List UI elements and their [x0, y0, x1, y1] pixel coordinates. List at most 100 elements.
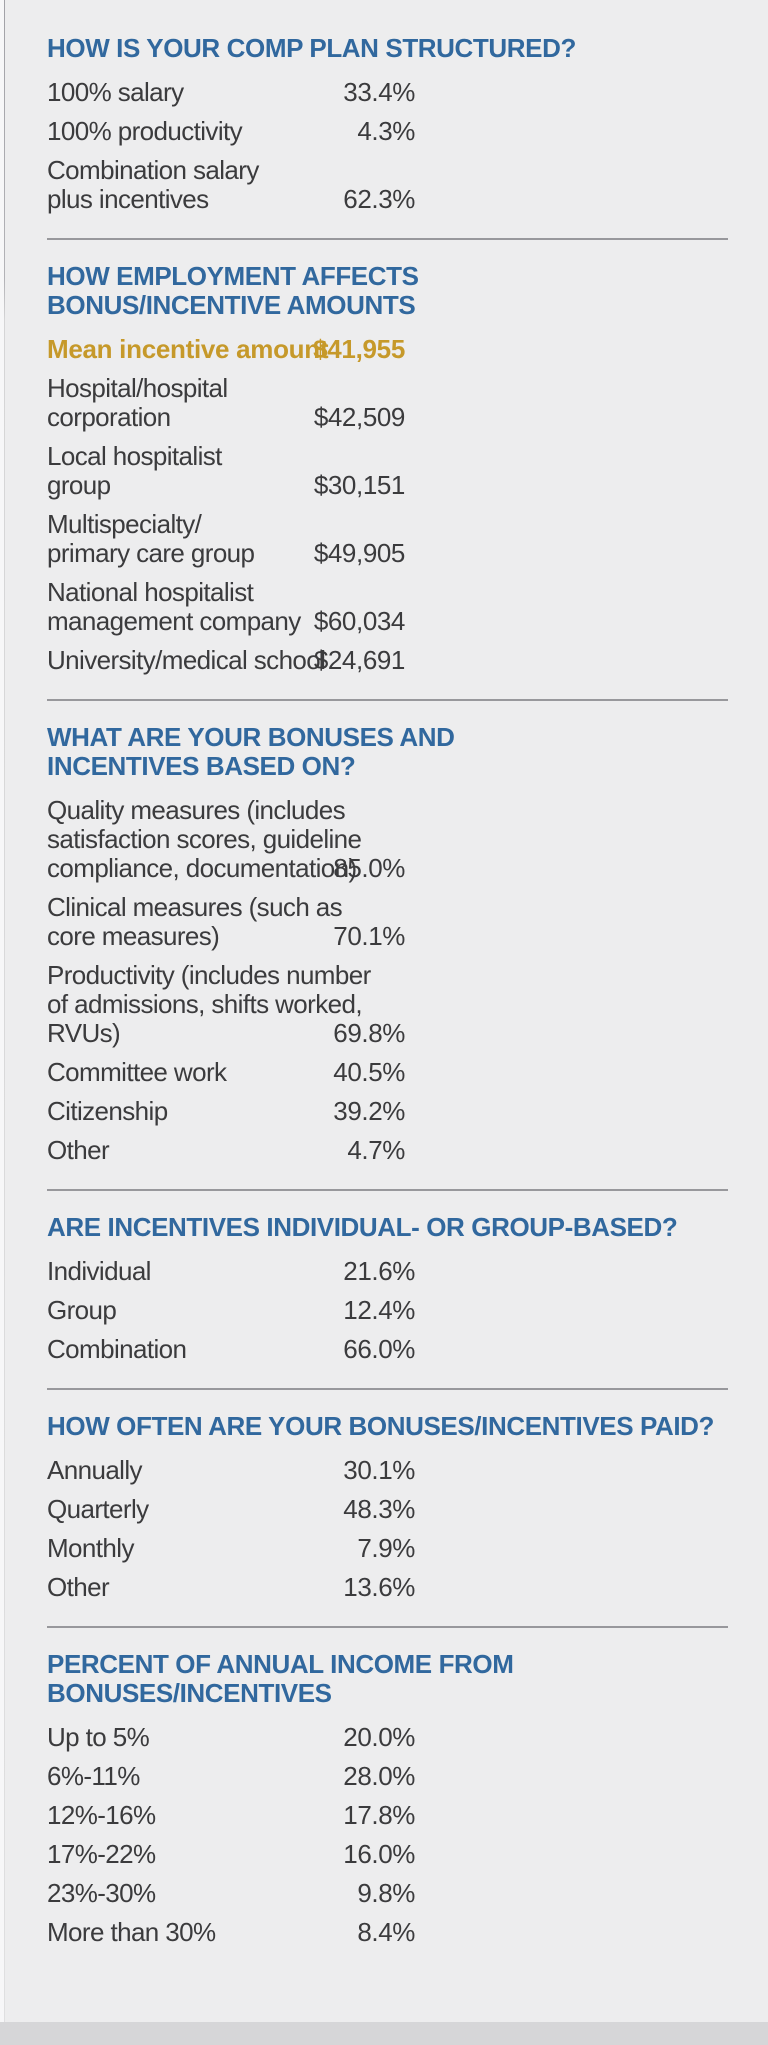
section-table: 100% salary 33.4% 100% productivity 4.3% Com…: [47, 78, 415, 214]
section-heading: ARE INCENTIVES INDIVIDUAL- OR GROUP-BASE…: [47, 1212, 678, 1242]
row-label: Up to 5%: [47, 1722, 150, 1752]
table-row: Individual 21.6%: [47, 1257, 415, 1286]
survey-results-panel: HOW IS YOUR COMP PLAN STRUCTURED? 100% sa…: [47, 0, 728, 1947]
table-row: Committee work 40.5%: [47, 1058, 405, 1087]
row-label: 100% productivity: [47, 116, 243, 146]
table-row-highlight: Mean incentive amount $41,955: [47, 335, 405, 364]
section-table: Mean incentive amount $41,955 Hospital/hos…: [47, 335, 405, 675]
page-bottom-band: [0, 2022, 768, 2045]
row-value: 69.8%: [333, 1018, 405, 1048]
row-value: 30.1%: [343, 1455, 415, 1485]
section-divider: [47, 1626, 728, 1628]
section-table: Quality measures (includes satisfaction …: [47, 796, 405, 1165]
section-individual-or-group: ARE INCENTIVES INDIVIDUAL- OR GROUP-BASE…: [47, 1213, 728, 1364]
row-label: 12%-16%: [47, 1800, 156, 1830]
section-heading: HOW IS YOUR COMP PLAN STRUCTURED?: [47, 33, 576, 63]
section-bonuses-based-on: WHAT ARE YOUR BONUSES AND INCENTIVES BAS…: [47, 723, 728, 1165]
table-row: Group 12.4%: [47, 1296, 415, 1325]
row-label: Other: [47, 1572, 110, 1602]
table-row: Quarterly 48.3%: [47, 1495, 415, 1524]
table-row: Monthly 7.9%: [47, 1534, 415, 1563]
table-row: 6%-11% 28.0%: [47, 1762, 415, 1791]
row-label: 100% salary: [47, 77, 184, 107]
row-label: Productivity (includes number of admissi…: [47, 960, 371, 1048]
row-value: 13.6%: [343, 1572, 415, 1602]
table-row: 17%-22% 16.0%: [47, 1840, 415, 1869]
row-label: Citizenship: [47, 1096, 168, 1126]
section-payment-frequency: HOW OFTEN ARE YOUR BONUSES/INCENTIVES PA…: [47, 1412, 728, 1602]
row-value: 62.3%: [343, 184, 415, 214]
section-divider: [47, 699, 728, 701]
row-label: 6%-11%: [47, 1761, 140, 1791]
row-label: Annually: [47, 1455, 143, 1485]
row-value: 48.3%: [343, 1494, 415, 1524]
row-label: Group: [47, 1295, 117, 1325]
section-heading: HOW EMPLOYMENT AFFECTS BONUS/INCENTIVE A…: [47, 261, 419, 320]
row-value: $41,955: [313, 334, 405, 364]
row-label: Other: [47, 1135, 110, 1165]
section-heading: PERCENT OF ANNUAL INCOME FROM BONUSES/IN…: [47, 1649, 514, 1708]
row-value: 7.9%: [357, 1533, 415, 1563]
row-label: Hospital/hospital corporation: [47, 373, 228, 432]
row-label: Committee work: [47, 1057, 227, 1087]
table-row: Hospital/hospital corporation $42,509: [47, 374, 405, 432]
row-value: 12.4%: [343, 1295, 415, 1325]
page-edge-line: [4, 0, 5, 2045]
table-row: Other 13.6%: [47, 1573, 415, 1602]
row-value: $42,509: [313, 402, 406, 432]
row-value: 28.0%: [343, 1761, 415, 1791]
table-row: University/medical school $24,691: [47, 646, 405, 675]
table-row: Annually 30.1%: [47, 1456, 415, 1485]
row-value: 20.0%: [343, 1722, 415, 1752]
section-divider: [47, 238, 728, 240]
row-value: 16.0%: [343, 1839, 415, 1869]
row-label: Individual: [47, 1256, 151, 1286]
row-value: $60,034: [313, 606, 406, 636]
section-divider: [47, 1189, 728, 1191]
row-value: $24,691: [313, 645, 406, 675]
row-value: 66.0%: [343, 1334, 415, 1364]
row-label: 23%-30%: [47, 1878, 156, 1908]
section-heading: HOW OFTEN ARE YOUR BONUSES/INCENTIVES PA…: [47, 1411, 715, 1441]
row-value: 4.3%: [357, 116, 415, 146]
row-value: 17.8%: [343, 1800, 415, 1830]
row-label: University/medical school: [47, 645, 326, 675]
table-row: Local hospitalist group $30,151: [47, 442, 405, 500]
row-label: Quarterly: [47, 1494, 149, 1524]
row-value: 4.7%: [347, 1135, 405, 1165]
table-row: Productivity (includes number of admissi…: [47, 961, 405, 1048]
table-row: Other 4.7%: [47, 1136, 405, 1165]
row-label: Multispecialty/ primary care group: [47, 509, 255, 568]
table-row: More than 30% 8.4%: [47, 1918, 415, 1947]
row-label: National hospitalist management company: [47, 577, 301, 636]
row-label: Mean incentive amount: [47, 334, 329, 364]
row-label: Monthly: [47, 1533, 134, 1563]
row-label: More than 30%: [47, 1917, 216, 1947]
table-row: National hospitalist management company $…: [47, 578, 405, 636]
table-row: 100% productivity 4.3%: [47, 117, 415, 146]
section-divider: [47, 1388, 728, 1390]
row-value: 40.5%: [333, 1057, 405, 1087]
table-row: Quality measures (includes satisfaction …: [47, 796, 405, 883]
row-value: 70.1%: [333, 921, 405, 951]
row-value: 39.2%: [333, 1096, 405, 1126]
row-value: 85.0%: [333, 853, 405, 883]
row-label: Quality measures (includes satisfaction …: [47, 795, 362, 883]
section-comp-plan-structured: HOW IS YOUR COMP PLAN STRUCTURED? 100% sa…: [47, 34, 728, 214]
row-label: Combination: [47, 1334, 187, 1364]
section-percent-annual-income: PERCENT OF ANNUAL INCOME FROM BONUSES/IN…: [47, 1650, 728, 1947]
section-table: Up to 5% 20.0% 6%-11% 28.0% 12%-16% 17.8% 17%-…: [47, 1723, 415, 1947]
row-value: 21.6%: [343, 1256, 415, 1286]
table-row: 23%-30% 9.8%: [47, 1879, 415, 1908]
section-heading: WHAT ARE YOUR BONUSES AND INCENTIVES BAS…: [47, 722, 455, 781]
page-edge-strip: [0, 0, 4, 2045]
table-row: 12%-16% 17.8%: [47, 1801, 415, 1830]
table-row: Combination salary plus incentives 62.3%: [47, 156, 415, 214]
section-employment-effects: HOW EMPLOYMENT AFFECTS BONUS/INCENTIVE A…: [47, 262, 728, 675]
row-label: Local hospitalist group: [47, 441, 222, 500]
section-table: Individual 21.6% Group 12.4% Combination 66.0…: [47, 1257, 415, 1364]
table-row: Combination 66.0%: [47, 1335, 415, 1364]
row-value: $49,905: [313, 538, 406, 568]
table-row: 100% salary 33.4%: [47, 78, 415, 107]
row-value: 33.4%: [343, 77, 415, 107]
